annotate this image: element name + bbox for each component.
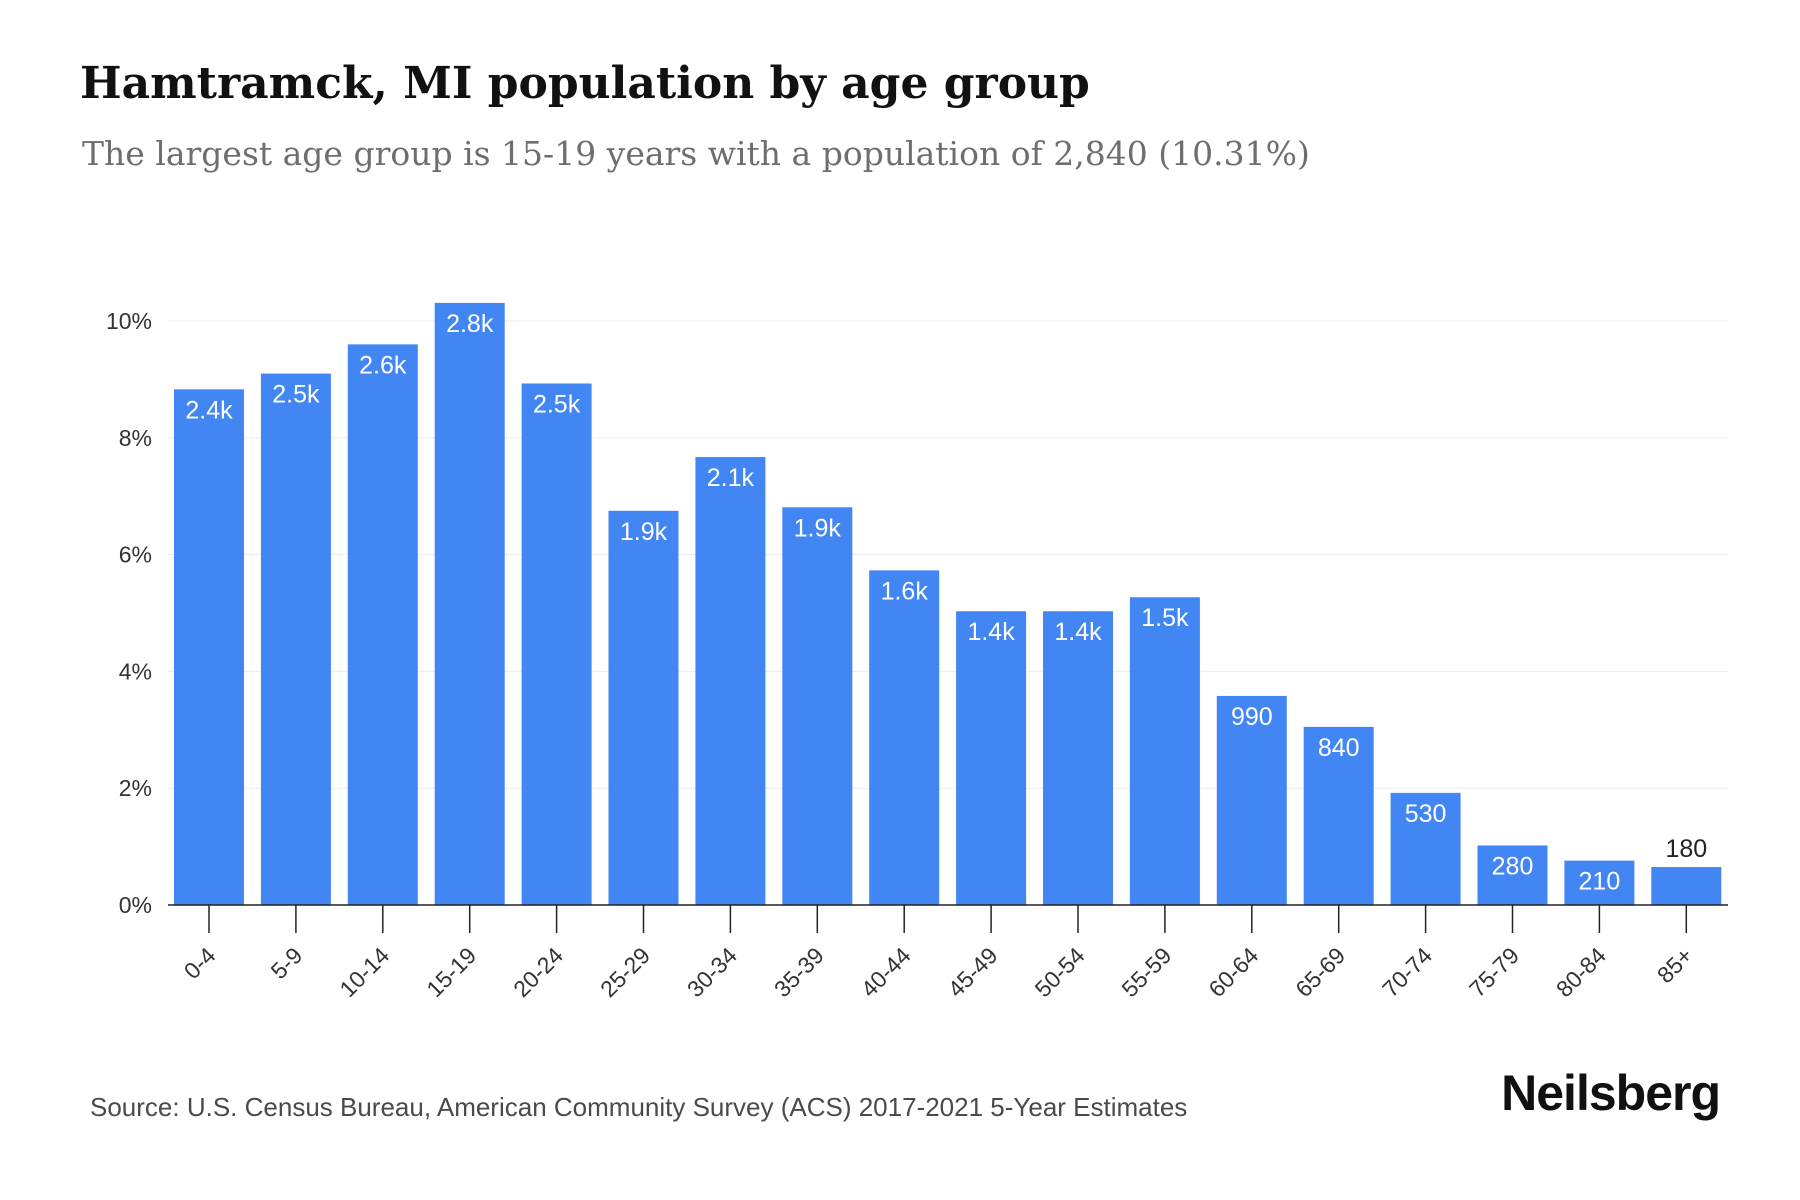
- bar-80-84: [1564, 860, 1635, 905]
- data-labels: 2.4k 2.5k 2.6k 2.8k 2.5k 1.9k 2.1k 1.9k 1.6k 1.4k…: [185, 310, 1707, 896]
- bar-45-49: [956, 611, 1027, 905]
- x-tick-label: 20-24: [508, 942, 568, 1002]
- data-label: 990: [1231, 703, 1273, 731]
- y-tick-label: 10%: [106, 308, 152, 334]
- bar-40-44: [869, 570, 940, 905]
- data-label: 1.4k: [967, 618, 1015, 646]
- data-label: 1.9k: [620, 518, 668, 546]
- x-tick-label: 25-29: [595, 942, 655, 1002]
- y-tick-label: 0%: [119, 892, 152, 918]
- bar-65-69: [1303, 726, 1374, 905]
- bar-50-54: [1043, 611, 1113, 905]
- data-label: 1.5k: [1141, 604, 1189, 632]
- bar-60-64: [1216, 695, 1287, 905]
- bar-70-74: [1390, 792, 1461, 905]
- gridlines: [168, 320, 1728, 789]
- bar-25-29: [608, 510, 679, 905]
- x-tick-label: 45-49: [943, 942, 1003, 1002]
- y-tick-label: 4%: [119, 658, 152, 684]
- data-label: 2.5k: [272, 381, 320, 409]
- x-tick-label: 50-54: [1030, 942, 1090, 1002]
- x-tick-label: 60-64: [1203, 942, 1263, 1002]
- x-tick-label: 85+: [1652, 942, 1698, 988]
- x-tick-label: 75-79: [1464, 942, 1524, 1002]
- chart-title: Hamtramck, MI population by age group: [80, 58, 1090, 109]
- source-note: Source: U.S. Census Bureau, American Com…: [90, 1092, 1188, 1122]
- x-tick-label: 70-74: [1377, 942, 1437, 1002]
- data-label: 180: [1665, 835, 1707, 863]
- x-tick-label: 30-34: [682, 942, 742, 1002]
- data-label: 840: [1318, 734, 1360, 762]
- data-label: 1.9k: [794, 514, 842, 542]
- data-label: 210: [1579, 868, 1621, 896]
- data-label: 2.6k: [359, 351, 407, 379]
- bar-75-79: [1477, 845, 1548, 905]
- x-axis-ticks: 0-4 5-9 10-14 15-19 20-24 25-29 30-34 35-39 40-4…: [179, 942, 1698, 1002]
- data-label: 2.5k: [533, 390, 581, 418]
- x-tick-label: 35-39: [769, 942, 829, 1002]
- x-tick-label: 5-9: [266, 942, 308, 984]
- data-label: 530: [1405, 800, 1447, 828]
- data-label: 2.4k: [185, 396, 233, 424]
- bar-15-19: [434, 302, 505, 905]
- chart-subtitle: The largest age group is 15-19 years wit…: [82, 134, 1310, 173]
- data-label: 1.6k: [881, 577, 929, 605]
- x-tick-label: 0-4: [179, 942, 221, 984]
- x-tick-label: 10-14: [334, 942, 394, 1002]
- bar-20-24: [521, 383, 592, 905]
- data-label: 2.8k: [446, 310, 494, 338]
- brand-logo: Neilsberg: [1501, 1065, 1721, 1121]
- data-label: 2.1k: [707, 464, 755, 492]
- data-label: 1.4k: [1054, 618, 1102, 646]
- x-axis: [168, 904, 1728, 933]
- bar-85+: [1651, 867, 1722, 905]
- bar-0-4: [174, 389, 244, 905]
- x-tick-label: 65-69: [1290, 942, 1350, 1002]
- y-tick-label: 2%: [119, 775, 152, 801]
- bar-5-9: [260, 373, 331, 905]
- bar-35-39: [782, 507, 853, 905]
- bar-10-14: [347, 344, 418, 905]
- x-tick-label: 15-19: [421, 942, 481, 1002]
- x-tick-label: 40-44: [856, 942, 916, 1002]
- y-axis-ticks: 0% 2% 4% 6% 8% 10%: [106, 308, 152, 918]
- x-tick-label: 55-59: [1116, 942, 1176, 1002]
- bars: [174, 302, 1722, 905]
- data-label: 280: [1492, 852, 1534, 880]
- bar-30-34: [695, 457, 766, 905]
- x-tick-label: 80-84: [1551, 942, 1611, 1002]
- bar-55-59: [1129, 597, 1200, 905]
- y-tick-label: 8%: [119, 425, 152, 451]
- y-tick-label: 6%: [119, 542, 152, 568]
